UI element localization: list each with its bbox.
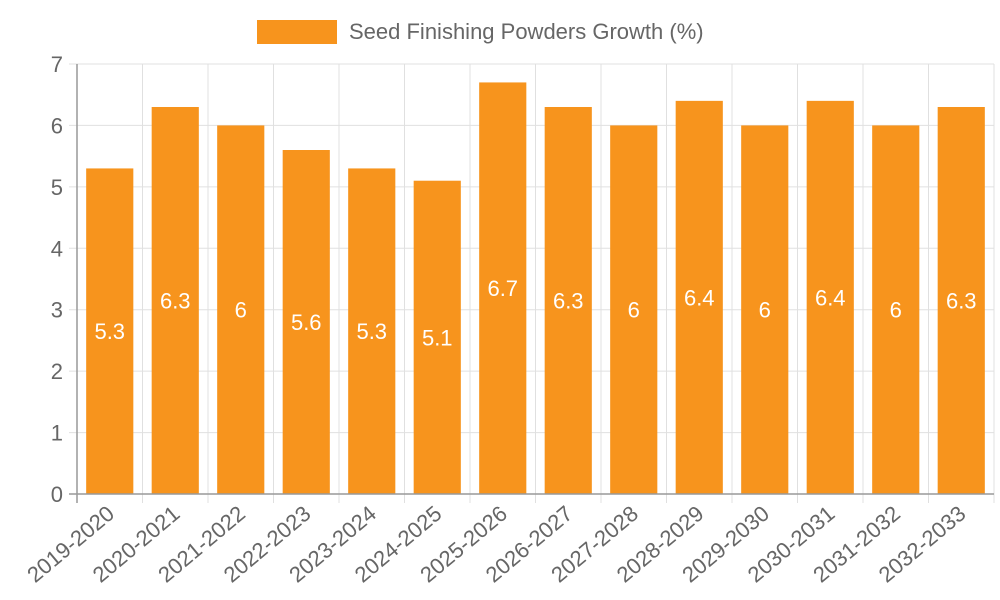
bar-value-label: 5.3 bbox=[94, 319, 125, 344]
bar[interactable] bbox=[806, 100, 854, 494]
bar[interactable] bbox=[741, 125, 789, 494]
bar[interactable] bbox=[151, 107, 199, 494]
bar-value-label: 6 bbox=[890, 298, 902, 323]
bar[interactable] bbox=[282, 150, 330, 494]
bar[interactable] bbox=[610, 125, 658, 494]
bar[interactable] bbox=[872, 125, 920, 494]
y-tick-label: 0 bbox=[51, 482, 63, 507]
bar[interactable] bbox=[86, 168, 134, 494]
bar[interactable] bbox=[348, 168, 396, 494]
bar[interactable] bbox=[544, 107, 592, 494]
y-tick-label: 5 bbox=[51, 175, 63, 200]
grid-lines bbox=[69, 63, 995, 503]
bar-value-label: 6.3 bbox=[553, 289, 584, 314]
bar[interactable] bbox=[675, 100, 723, 494]
legend-label[interactable]: Seed Finishing Powders Growth (%) bbox=[349, 19, 704, 44]
y-tick-label: 2 bbox=[51, 359, 63, 384]
bar[interactable] bbox=[217, 125, 265, 494]
bars bbox=[86, 82, 985, 494]
y-tick-label: 7 bbox=[51, 52, 63, 77]
bar-value-label: 6.7 bbox=[487, 276, 518, 301]
bar-value-label: 6.3 bbox=[160, 289, 191, 314]
y-tick-label: 3 bbox=[51, 298, 63, 323]
bar-value-label: 6.3 bbox=[946, 289, 977, 314]
bar[interactable] bbox=[413, 180, 461, 494]
bar-value-label: 6 bbox=[628, 298, 640, 323]
bar-value-label: 5.3 bbox=[356, 319, 387, 344]
axes bbox=[69, 64, 994, 503]
bar-value-label: 6.4 bbox=[815, 285, 846, 310]
bar-value-label: 6 bbox=[759, 298, 771, 323]
bar-value-label: 5.1 bbox=[422, 325, 453, 350]
bar-value-label: 6.4 bbox=[684, 285, 715, 310]
bar[interactable] bbox=[479, 82, 527, 494]
y-tick-label: 6 bbox=[51, 113, 63, 138]
bar-value-label: 6 bbox=[235, 298, 247, 323]
bar[interactable] bbox=[937, 107, 985, 494]
y-tick-label: 4 bbox=[51, 236, 63, 261]
y-tick-label: 1 bbox=[51, 421, 63, 446]
legend-swatch[interactable] bbox=[257, 20, 337, 44]
bar-value-label: 5.6 bbox=[291, 310, 322, 335]
